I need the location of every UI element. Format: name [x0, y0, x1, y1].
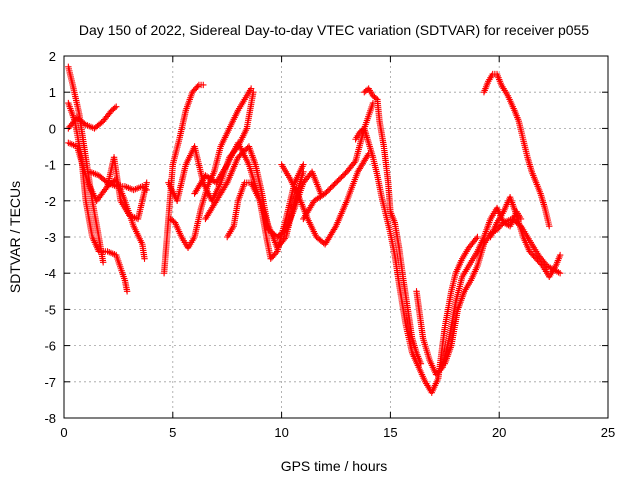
y-tick-label: -7	[44, 375, 56, 390]
data-point	[141, 255, 148, 262]
series-arc-17	[413, 204, 525, 378]
y-axis-label: SDTVAR / TECUs	[7, 181, 23, 293]
data-point	[474, 233, 481, 241]
data-point	[240, 148, 247, 156]
data-point	[300, 161, 307, 168]
data-point	[243, 146, 250, 153]
data-point	[335, 176, 342, 184]
data-point	[123, 288, 131, 295]
series-arc-18	[441, 215, 564, 367]
y-tick-label: -3	[44, 230, 56, 245]
axis-ticks: 0 5 10 15 20 25 -8 -7 -6 -5 -4 -3 -2 -1 0 1 2	[44, 49, 615, 440]
data-point	[332, 179, 340, 186]
data-point	[111, 104, 118, 112]
x-tick-label: 10	[274, 425, 288, 440]
y-tick-label: -1	[44, 158, 56, 173]
data-point	[556, 251, 564, 259]
data-point	[339, 172, 346, 180]
y-tick-label: -5	[44, 302, 56, 317]
data-series	[65, 63, 564, 396]
data-point	[98, 119, 105, 126]
data-point	[300, 168, 307, 176]
data-point	[340, 171, 348, 178]
data-point	[247, 85, 255, 92]
series-arc-15	[361, 85, 425, 367]
data-point	[334, 178, 341, 185]
y-tick-label: -2	[44, 194, 56, 209]
chart-title: Day 150 of 2022, Sidereal Day-to-day VTE…	[79, 22, 589, 38]
data-point	[338, 174, 345, 181]
data-point	[238, 150, 246, 157]
data-point	[272, 249, 280, 257]
series-arc-20	[480, 70, 553, 230]
data-point	[143, 179, 150, 186]
data-point	[107, 108, 114, 116]
y-tick-label: -4	[44, 266, 56, 281]
data-point	[99, 259, 107, 266]
data-point	[321, 190, 329, 197]
data-point	[281, 235, 288, 242]
data-point	[556, 270, 564, 277]
data-point	[328, 183, 336, 190]
y-tick-label: 1	[49, 85, 56, 100]
series-arc-19	[487, 193, 564, 281]
y-tick-label: 0	[49, 121, 56, 136]
data-point	[237, 151, 244, 158]
y-tick-label: 2	[49, 49, 56, 64]
x-tick-label: 20	[492, 425, 506, 440]
data-point	[330, 182, 337, 189]
data-point	[336, 175, 344, 182]
data-point	[327, 184, 334, 192]
x-axis-label: GPS time / hours	[281, 458, 388, 474]
series-arc-3	[65, 103, 120, 132]
y-tick-label: -8	[44, 411, 56, 426]
x-tick-label: 25	[601, 425, 615, 440]
x-tick-label: 5	[169, 425, 176, 440]
x-tick-label: 0	[60, 425, 67, 440]
y-tick-label: -6	[44, 339, 56, 354]
data-point	[326, 186, 333, 193]
data-point	[323, 189, 330, 196]
data-point	[234, 154, 242, 161]
series-arc-10	[191, 139, 307, 262]
series-arc-6	[104, 154, 150, 223]
data-point	[113, 103, 120, 110]
data-point	[324, 187, 332, 195]
x-tick-label: 15	[383, 425, 397, 440]
data-point	[236, 152, 243, 160]
series-arc-12	[224, 168, 307, 252]
data-point	[546, 222, 553, 230]
data-point	[331, 180, 338, 188]
data-point	[200, 81, 207, 89]
data-point	[538, 261, 545, 268]
series-arc-14	[300, 99, 377, 223]
series-arc-16	[352, 125, 481, 396]
data-point	[241, 147, 249, 154]
data-point	[194, 83, 201, 90]
series-arc-9	[167, 85, 255, 252]
data-point	[438, 365, 445, 372]
grid-lines	[64, 56, 608, 418]
data-point	[351, 159, 358, 166]
data-point	[472, 235, 480, 242]
series-arc-13	[278, 150, 372, 248]
